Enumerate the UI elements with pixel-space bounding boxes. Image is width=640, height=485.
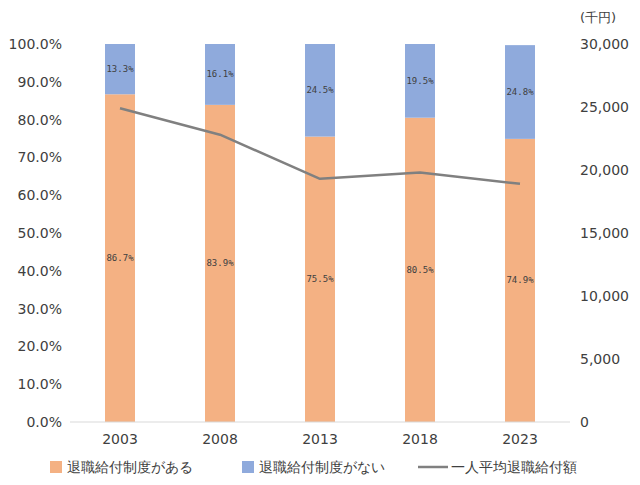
y-tick-label: 20.0%: [18, 338, 62, 354]
data-label: 13.3%: [106, 64, 134, 74]
y-tick-label: 10.0%: [18, 376, 62, 392]
bar: [205, 44, 235, 105]
data-label: 86.7%: [106, 253, 134, 263]
chart-svg: 0.0% 10.0% 20.0% 30.0% 40.0% 50.0% 60.0% 70.0% 8…: [0, 0, 640, 485]
legend-label: 一人平均退職給付額: [451, 459, 577, 475]
legend-swatch: [242, 461, 254, 473]
y2-axis-label: (千円): [580, 10, 616, 25]
bar: [205, 105, 235, 422]
legend-label: 退職給付制度がある: [67, 459, 193, 475]
data-label: 80.5%: [406, 265, 434, 275]
y2-tick-label: 10,000: [580, 288, 629, 304]
data-label: 19.5%: [406, 76, 434, 86]
x-tick-label: 2008: [202, 431, 238, 447]
y-tick-label: 100.0%: [9, 36, 62, 52]
legend: 退職給付制度がある 退職給付制度がない 一人平均退職給付額: [50, 459, 577, 475]
plot-area: [105, 44, 535, 422]
chart-container: 0.0% 10.0% 20.0% 30.0% 40.0% 50.0% 60.0% 70.0% 8…: [0, 0, 640, 485]
y-tick-label: 40.0%: [18, 263, 62, 279]
data-label: 74.9%: [506, 275, 534, 285]
y2-tick-label: 0: [580, 414, 589, 430]
data-label: 24.5%: [306, 85, 334, 95]
x-axis-line: [70, 422, 570, 423]
y2-tick-label: 5,000: [580, 351, 620, 367]
bar: [105, 44, 135, 94]
bar: [505, 45, 535, 139]
x-tick-label: 2023: [502, 431, 538, 447]
y2-tick-label: 20,000: [580, 162, 629, 178]
legend-label: 退職給付制度がない: [259, 459, 385, 475]
bar: [405, 44, 435, 118]
x-tick-label: 2003: [102, 431, 138, 447]
bar: [105, 94, 135, 422]
y-tick-label: 70.0%: [18, 149, 62, 165]
bar: [505, 139, 535, 422]
y-tick-label: 0.0%: [26, 414, 62, 430]
data-label: 75.5%: [306, 274, 334, 284]
y-tick-label: 60.0%: [18, 187, 62, 203]
legend-swatch: [418, 466, 448, 469]
data-label: 16.1%: [206, 69, 234, 79]
x-tick-label: 2018: [402, 431, 438, 447]
y-tick-label: 90.0%: [18, 74, 62, 90]
legend-swatch: [50, 461, 62, 473]
data-label: 24.8%: [506, 87, 534, 97]
y-tick-label: 30.0%: [18, 301, 62, 317]
y2-tick-label: 25,000: [580, 99, 629, 115]
bar: [305, 44, 335, 137]
x-tick-label: 2013: [302, 431, 338, 447]
y2-tick-label: 15,000: [580, 225, 629, 241]
y-tick-label: 80.0%: [18, 112, 62, 128]
line: [120, 108, 520, 184]
data-labels: 86.7% 83.9% 75.5% 80.5% 74.9% 13.3% 16.1% 24.5%…: [106, 64, 534, 285]
data-label: 83.9%: [206, 258, 234, 268]
y-tick-label: 50.0%: [18, 225, 62, 241]
y2-tick-label: 30,000: [580, 36, 629, 52]
bar: [405, 118, 435, 422]
